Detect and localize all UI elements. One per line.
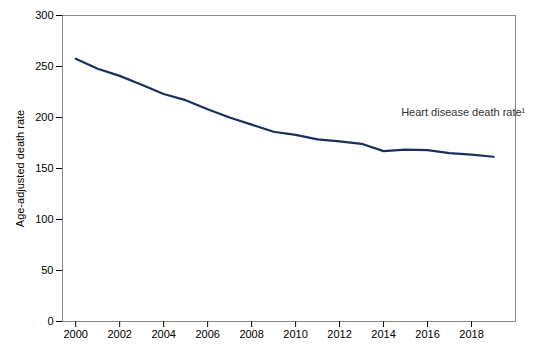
svg-text:2014: 2014 [371, 328, 395, 340]
svg-text:Heart disease death rate¹: Heart disease death rate¹ [401, 106, 525, 118]
svg-text:2004: 2004 [151, 328, 175, 340]
svg-text:150: 150 [35, 162, 53, 174]
svg-text:200: 200 [35, 111, 53, 123]
svg-text:50: 50 [41, 264, 53, 276]
svg-text:100: 100 [35, 213, 53, 225]
svg-text:2012: 2012 [327, 328, 351, 340]
svg-text:0: 0 [47, 315, 53, 327]
svg-text:2016: 2016 [415, 328, 439, 340]
svg-text:2010: 2010 [283, 328, 307, 340]
svg-text:2006: 2006 [195, 328, 219, 340]
svg-text:250: 250 [35, 60, 53, 72]
svg-text:2018: 2018 [459, 328, 483, 340]
svg-text:300: 300 [35, 9, 53, 21]
svg-text:2008: 2008 [239, 328, 263, 340]
svg-text:2000: 2000 [63, 328, 87, 340]
svg-text:Age-adjusted death rate: Age-adjusted death rate [14, 110, 26, 227]
svg-text:2002: 2002 [107, 328, 131, 340]
